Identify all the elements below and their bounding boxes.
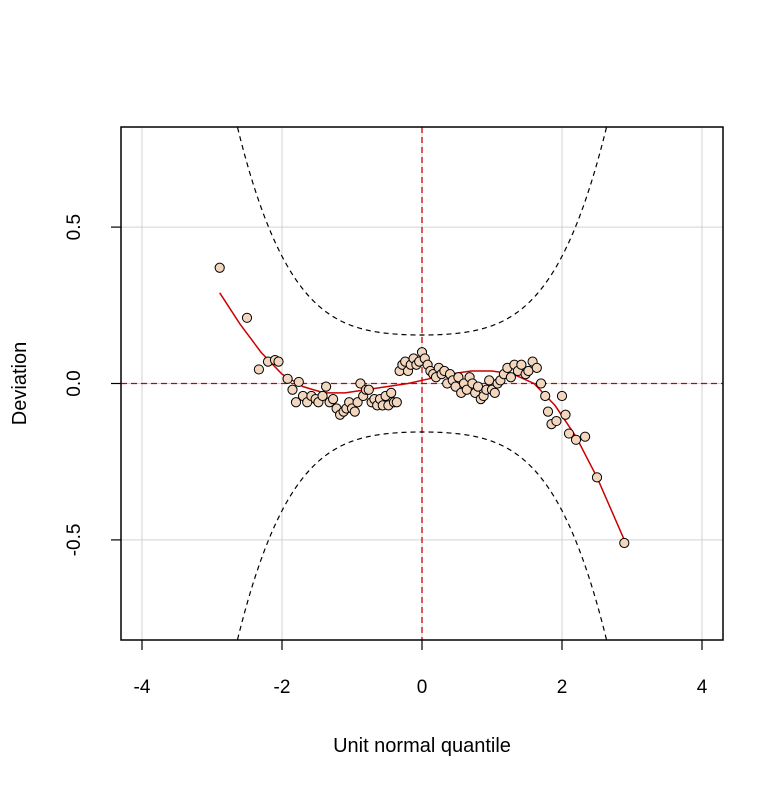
data-point xyxy=(355,378,366,389)
data-point xyxy=(363,384,374,395)
data-points xyxy=(214,262,630,549)
y-axis-label: Deviation xyxy=(9,342,31,425)
data-point xyxy=(540,390,551,402)
x-tick-label: 0 xyxy=(417,677,428,698)
data-point xyxy=(386,387,397,398)
data-point xyxy=(505,372,516,383)
data-point xyxy=(523,365,534,377)
data-point xyxy=(560,409,571,420)
data-point xyxy=(551,415,562,427)
x-tick-label: 2 xyxy=(557,677,568,698)
upper-confidence-band xyxy=(236,127,608,336)
data-point xyxy=(321,381,332,392)
data-point xyxy=(273,356,284,367)
confidence-band xyxy=(236,127,608,640)
y-tick-label: 0.5 xyxy=(64,214,85,240)
data-point xyxy=(556,390,568,402)
data-point xyxy=(619,537,630,549)
data-point xyxy=(570,434,582,445)
data-point xyxy=(391,397,402,408)
data-point xyxy=(535,378,547,389)
data-point xyxy=(241,312,253,323)
x-tick-label: -2 xyxy=(274,677,291,698)
y-tick-label: 0.0 xyxy=(64,370,85,396)
y-axis: -0.5 0.0 0.5 xyxy=(64,214,121,556)
data-point xyxy=(282,373,293,384)
y-tick-label: -0.5 xyxy=(64,524,85,557)
data-point xyxy=(453,372,464,383)
x-axis-label: Unit normal quantile xyxy=(333,735,511,757)
data-point xyxy=(472,381,484,392)
data-point xyxy=(563,428,575,439)
lower-confidence-band xyxy=(236,431,608,640)
data-point xyxy=(317,390,328,402)
data-point xyxy=(253,364,264,375)
x-axis: -4 -2 0 2 4 xyxy=(134,640,708,698)
data-point xyxy=(349,406,360,417)
data-point xyxy=(293,376,304,388)
x-tick-label: 4 xyxy=(697,677,708,698)
data-point xyxy=(328,394,339,405)
data-point xyxy=(287,384,298,395)
data-point xyxy=(542,406,554,417)
x-tick-label: -4 xyxy=(134,677,151,698)
data-point xyxy=(484,375,495,386)
data-point xyxy=(290,397,302,408)
reference-lines xyxy=(121,127,723,640)
data-point xyxy=(516,359,527,370)
data-point xyxy=(591,472,603,483)
data-point xyxy=(214,262,225,273)
data-point xyxy=(580,431,591,442)
data-point xyxy=(531,362,542,373)
data-point xyxy=(489,387,500,398)
data-point xyxy=(352,397,363,408)
